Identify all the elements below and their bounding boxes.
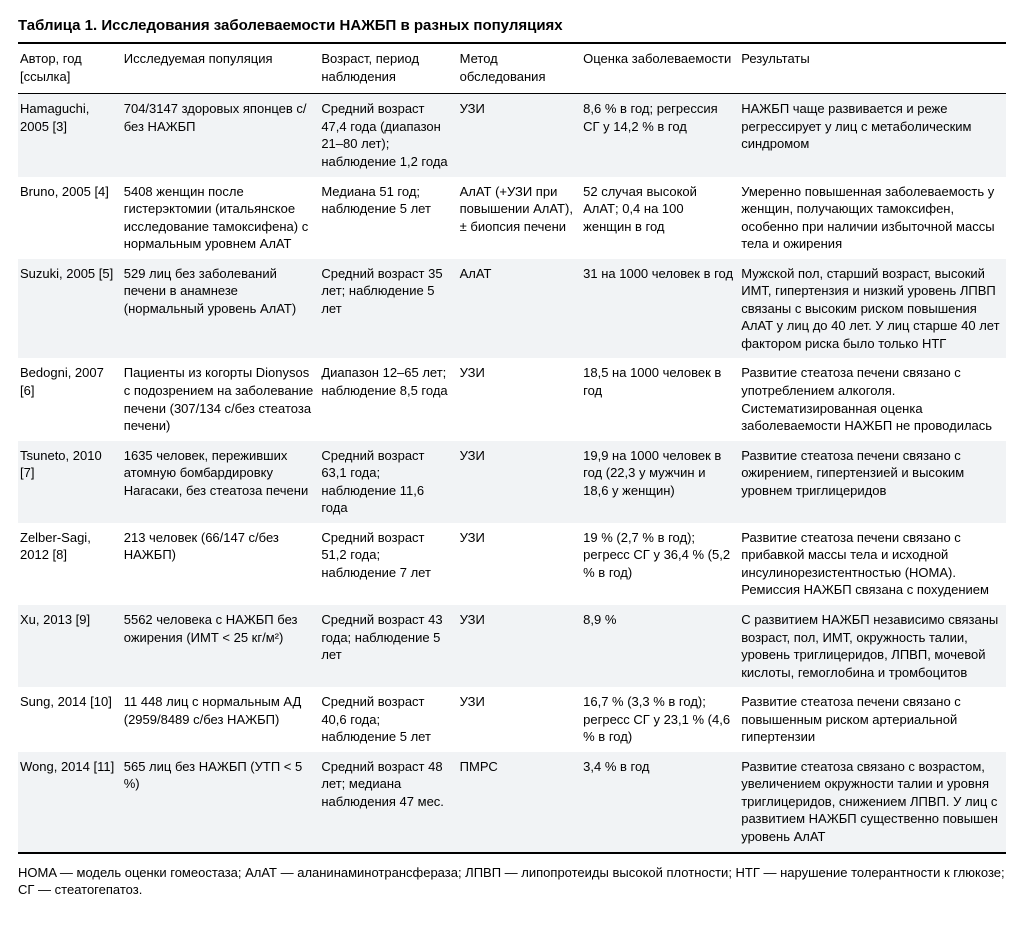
col-age: Возраст, период наблюдения: [319, 43, 457, 94]
cell-population: 1635 человек, переживших атомную бомбард…: [122, 441, 320, 523]
col-author: Автор, год [ссылка]: [18, 43, 122, 94]
cell-results: НАЖБП чаще развивается и реже регрессиру…: [739, 94, 1006, 177]
cell-age: Средний возраст 47,4 года (диапазон 21–8…: [319, 94, 457, 177]
cell-method: АлАТ (+УЗИ при повышении АлАТ), ± биопси…: [458, 177, 582, 259]
cell-author: Zelber-Sagi, 2012 [8]: [18, 523, 122, 605]
cell-population: 11 448 лиц с нормальным АД (2959/8489 с/…: [122, 687, 320, 752]
cell-method: УЗИ: [458, 687, 582, 752]
table-footnote: HOMA — модель оценки гомеостаза; АлАТ — …: [18, 864, 1006, 899]
table-row: Wong, 2014 [11]565 лиц без НАЖБП (УТП < …: [18, 752, 1006, 853]
cell-population: 565 лиц без НАЖБП (УТП < 5 %): [122, 752, 320, 853]
cell-population: 529 лиц без заболеваний печени в анамнез…: [122, 259, 320, 359]
cell-method: УЗИ: [458, 358, 582, 440]
table-row: Bruno, 2005 [4]5408 женщин после гистерэ…: [18, 177, 1006, 259]
cell-incidence: 8,6 % в год; регрессия СГ у 14,2 % в год: [581, 94, 739, 177]
table-row: Suzuki, 2005 [5]529 лиц без заболеваний …: [18, 259, 1006, 359]
cell-incidence: 18,5 на 1000 человек в год: [581, 358, 739, 440]
cell-incidence: 52 случая высокой АлАТ; 0,4 на 100 женщи…: [581, 177, 739, 259]
cell-age: Средний возраст 51,2 года; наблюдение 7 …: [319, 523, 457, 605]
cell-population: 213 человек (66/147 с/без НАЖБП): [122, 523, 320, 605]
cell-population: 5408 женщин после гистерэктомии (итальян…: [122, 177, 320, 259]
cell-results: С развитием НАЖБП независимо связаны воз…: [739, 605, 1006, 687]
col-results: Результаты: [739, 43, 1006, 94]
col-population: Исследуемая популяция: [122, 43, 320, 94]
cell-author: Bedogni, 2007 [6]: [18, 358, 122, 440]
col-incidence: Оценка заболеваемости: [581, 43, 739, 94]
cell-method: УЗИ: [458, 605, 582, 687]
cell-author: Hamaguchi, 2005 [3]: [18, 94, 122, 177]
cell-results: Развитие стеатоза печени связано с ожире…: [739, 441, 1006, 523]
col-method: Метод обследования: [458, 43, 582, 94]
cell-method: УЗИ: [458, 523, 582, 605]
cell-author: Tsuneto, 2010 [7]: [18, 441, 122, 523]
table-row: Tsuneto, 2010 [7]1635 человек, переживши…: [18, 441, 1006, 523]
cell-age: Средний возраст 48 лет; медиана наблюден…: [319, 752, 457, 853]
cell-method: ПМРС: [458, 752, 582, 853]
cell-incidence: 19,9 на 1000 человек в год (22,3 у мужчи…: [581, 441, 739, 523]
cell-results: Развитие стеатоза связано с возрастом, у…: [739, 752, 1006, 853]
cell-age: Медиана 51 год; наблюдение 5 лет: [319, 177, 457, 259]
cell-age: Диапазон 12–65 лет; наблюдение 8,5 года: [319, 358, 457, 440]
table-row: Xu, 2013 [9]5562 человека с НАЖБП без ож…: [18, 605, 1006, 687]
cell-method: УЗИ: [458, 94, 582, 177]
cell-age: Средний возраст 63,1 года; наблюдение 11…: [319, 441, 457, 523]
table-row: Zelber-Sagi, 2012 [8]213 человек (66/147…: [18, 523, 1006, 605]
table-row: Hamaguchi, 2005 [3]704/3147 здоровых япо…: [18, 94, 1006, 177]
cell-population: 704/3147 здоровых японцев с/без НАЖБП: [122, 94, 320, 177]
cell-age: Средний возраст 40,6 года; наблюдение 5 …: [319, 687, 457, 752]
cell-results: Развитие стеатоза печени связано с повыш…: [739, 687, 1006, 752]
cell-author: Bruno, 2005 [4]: [18, 177, 122, 259]
studies-table: Автор, год [ссылка] Исследуемая популяци…: [18, 42, 1006, 853]
cell-author: Sung, 2014 [10]: [18, 687, 122, 752]
cell-method: УЗИ: [458, 441, 582, 523]
table-row: Bedogni, 2007 [6]Пациенты из когорты Dio…: [18, 358, 1006, 440]
cell-author: Wong, 2014 [11]: [18, 752, 122, 853]
table-row: Sung, 2014 [10]11 448 лиц с нормальным А…: [18, 687, 1006, 752]
cell-incidence: 8,9 %: [581, 605, 739, 687]
cell-incidence: 3,4 % в год: [581, 752, 739, 853]
cell-results: Мужской пол, старший возраст, высокий ИМ…: [739, 259, 1006, 359]
cell-author: Suzuki, 2005 [5]: [18, 259, 122, 359]
table-title: Таблица 1. Исследования заболеваемости Н…: [18, 16, 1006, 36]
cell-results: Умеренно повышенная заболеваемость у жен…: [739, 177, 1006, 259]
table-header-row: Автор, год [ссылка] Исследуемая популяци…: [18, 43, 1006, 94]
cell-population: 5562 человека с НАЖБП без ожирения (ИМТ …: [122, 605, 320, 687]
cell-results: Развитие стеатоза печени связано с приба…: [739, 523, 1006, 605]
cell-incidence: 31 на 1000 человек в год: [581, 259, 739, 359]
cell-age: Средний возраст 43 года; наблюдение 5 ле…: [319, 605, 457, 687]
cell-age: Средний возраст 35 лет; наблюдение 5 лет: [319, 259, 457, 359]
cell-population: Пациенты из когорты Dionysos с подозрени…: [122, 358, 320, 440]
cell-incidence: 16,7 % (3,3 % в год); регресс СГ у 23,1 …: [581, 687, 739, 752]
cell-results: Развитие стеатоза печени связано с употр…: [739, 358, 1006, 440]
cell-method: АлАТ: [458, 259, 582, 359]
cell-author: Xu, 2013 [9]: [18, 605, 122, 687]
cell-incidence: 19 % (2,7 % в год); регресс СГ у 36,4 % …: [581, 523, 739, 605]
